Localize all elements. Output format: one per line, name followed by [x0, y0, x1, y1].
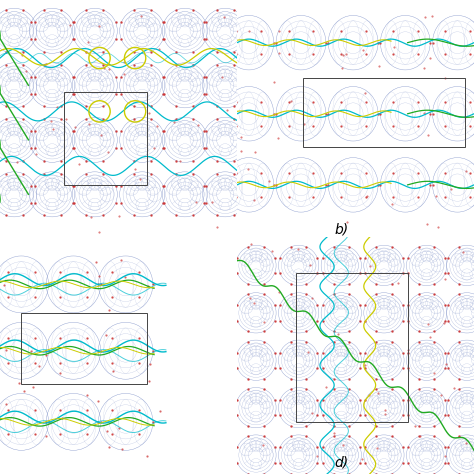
Bar [303, 78, 465, 147]
Text: d): d) [334, 455, 348, 469]
Text: b): b) [334, 223, 348, 237]
